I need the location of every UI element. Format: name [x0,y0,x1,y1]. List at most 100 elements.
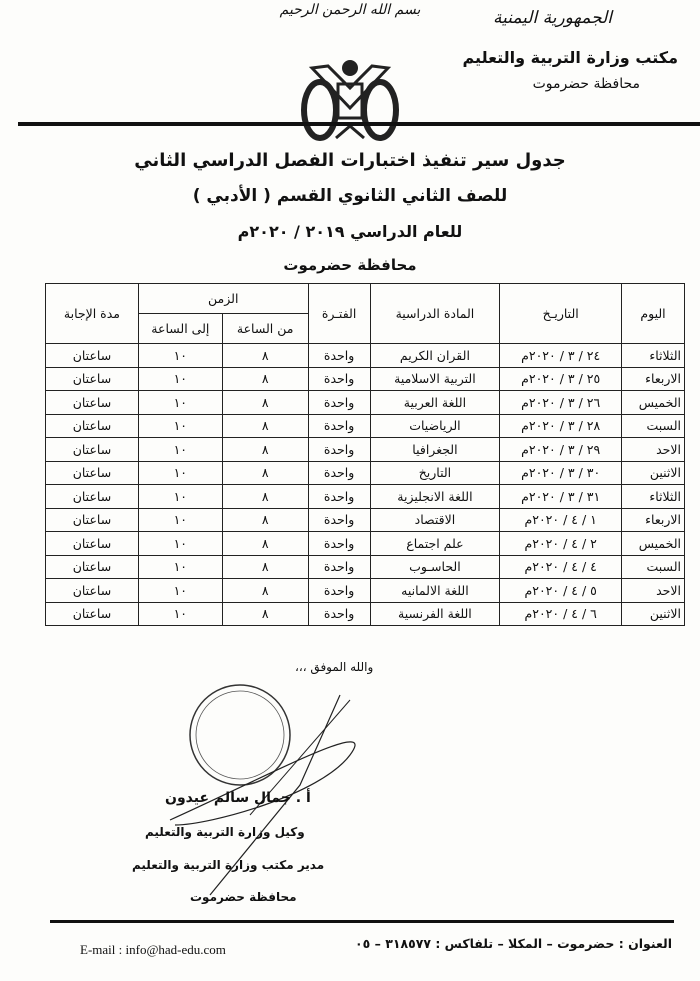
cell-subject: الجغرافيا [369,437,501,462]
cell-to: ١٠ [137,366,223,391]
document-subtitle-grade: للصف الثاني الثانوي القسم ( الأدبي ) [192,186,508,206]
cell-subject: القران الكريم [369,343,501,368]
cell-to: ١٠ [137,390,223,415]
cell-subject: اللغة الفرنسية [369,601,501,626]
header-duration: مدة الإجابة [45,283,139,344]
governorate-name: محافظة حضرموت [532,76,640,92]
table-row: الاربعاء ٢٥ / ٣ / ٢٠٢٠م التربية الاسلامية و… [45,366,685,391]
cell-duration: ساعتان [45,531,139,556]
cell-period: واحدة [307,484,371,509]
table-row: الثلاثاء ٣١ / ٣ / ٢٠٢٠م اللغة الانجليزية وا… [45,484,685,509]
cell-duration: ساعتان [45,343,139,368]
cell-day: الاحد [621,437,685,462]
cell-duration: ساعتان [45,366,139,391]
cell-to: ١٠ [137,484,223,509]
cell-duration: ساعتان [45,460,139,485]
cell-period: واحدة [307,343,371,368]
cell-duration: ساعتان [45,390,139,415]
cell-day: الاحد [621,578,685,603]
table-row: الاحد ٢٩ / ٣ / ٢٠٢٠م الجغرافيا واحدة ٨ ١٠ ساعت… [45,437,685,462]
cell-to: ١٠ [137,601,223,626]
cell-to: ١٠ [137,343,223,368]
basmala: بسم الله الرحمن الرحيم [279,2,421,18]
signatory-title-1: وكيل وزارة التربية والتعليم [145,825,305,839]
email-label: E-mail : [80,942,123,957]
cell-from: ٨ [221,460,309,485]
cell-from: ٨ [221,390,309,415]
cell-from: ٨ [221,343,309,368]
cell-date: ٤ / ٤ / ٢٠٢٠م [499,554,623,579]
cell-date: ٢٥ / ٣ / ٢٠٢٠م [499,366,623,391]
cell-to: ١٠ [137,460,223,485]
table-row: الاثنين ٦ / ٤ / ٢٠٢٠م اللغة الفرنسية واحدة ٨… [45,601,685,626]
cell-date: ٦ / ٤ / ٢٠٢٠م [499,601,623,626]
header-to: إلى الساعة [137,313,223,344]
cell-to: ١٠ [137,437,223,462]
cell-day: السبت [621,554,685,579]
cell-period: واحدة [307,390,371,415]
cell-period: واحدة [307,437,371,462]
cell-date: ٣١ / ٣ / ٢٠٢٠م [499,484,623,509]
header-divider [18,122,700,126]
table-row: الاحد ٥ / ٤ / ٢٠٢٠م اللغة الالمانيه واحدة ٨ ١… [45,578,685,603]
cell-from: ٨ [221,413,309,438]
cell-date: ٢ / ٤ / ٢٠٢٠م [499,531,623,556]
cell-date: ٢٨ / ٣ / ٢٠٢٠م [499,413,623,438]
republic-name: الجمهورية اليمنية [492,8,612,28]
cell-subject: اللغة الانجليزية [369,484,501,509]
footer-divider [50,920,674,923]
cell-duration: ساعتان [45,484,139,509]
header-period: الفتـرة [307,283,371,344]
cell-day: الاربعاء [621,366,685,391]
cell-date: ٣٠ / ٣ / ٢٠٢٠م [499,460,623,485]
cell-to: ١٠ [137,531,223,556]
cell-subject: التربية الاسلامية [369,366,501,391]
cell-date: ٢٦ / ٣ / ٢٠٢٠م [499,390,623,415]
cell-subject: اللغة العربية [369,390,501,415]
footer-email: E-mail : info@had-edu.com [80,942,226,958]
cell-period: واحدة [307,531,371,556]
header-from: من الساعة [221,313,309,344]
cell-duration: ساعتان [45,601,139,626]
closing-text: والله الموفق ،،، [295,660,374,674]
table-row: الثلاثاء ٢٤ / ٣ / ٢٠٢٠م القران الكريم واحدة… [45,343,685,368]
table-row: السبت ٢٨ / ٣ / ٢٠٢٠م الرياضيات واحدة ٨ ١٠ ساعت… [45,413,685,438]
cell-subject: التاريخ [369,460,501,485]
cell-period: واحدة [307,413,371,438]
cell-period: واحدة [307,601,371,626]
cell-period: واحدة [307,366,371,391]
signatory-name: أ . جمال سالم عيدون [165,790,311,806]
table-row: الخميس ٢ / ٤ / ٢٠٢٠م علم اجتماع واحدة ٨ ١٠ ساع… [45,531,685,556]
cell-subject: الاقتصاد [369,507,501,532]
cell-from: ٨ [221,366,309,391]
cell-date: ١ / ٤ / ٢٠٢٠م [499,507,623,532]
cell-from: ٨ [221,554,309,579]
cell-to: ١٠ [137,578,223,603]
header-day: اليوم [621,283,685,344]
cell-from: ٨ [221,601,309,626]
exam-schedule-table: اليوم التاريـخ المادة الدراسية الفتـرة ا… [45,283,685,626]
cell-day: الخميس [621,531,685,556]
cell-period: واحدة [307,460,371,485]
cell-duration: ساعتان [45,413,139,438]
cell-from: ٨ [221,578,309,603]
cell-period: واحدة [307,554,371,579]
table-row: الخميس ٢٦ / ٣ / ٢٠٢٠م اللغة العربية واحدة ٨ ١… [45,390,685,415]
cell-from: ٨ [221,531,309,556]
cell-day: الاثنين [621,601,685,626]
document-title: جدول سير تنفيذ اختبارات الفصل الدراسي ال… [134,150,566,171]
cell-day: الاثنين [621,460,685,485]
header-subject: المادة الدراسية [369,283,501,344]
cell-day: الاربعاء [621,507,685,532]
table-row: الاثنين ٣٠ / ٣ / ٢٠٢٠م التاريخ واحدة ٨ ١٠ ساعت… [45,460,685,485]
table-row: السبت ٤ / ٤ / ٢٠٢٠م الحاسـوب واحدة ٨ ١٠ ساعتان [45,554,685,579]
cell-date: ٥ / ٤ / ٢٠٢٠م [499,578,623,603]
cell-day: السبت [621,413,685,438]
eagle-emblem-icon [301,60,399,141]
cell-day: الخميس [621,390,685,415]
cell-subject: الحاسـوب [369,554,501,579]
email-link[interactable]: info@had-edu.com [125,942,226,957]
cell-subject: علم اجتماع [369,531,501,556]
cell-period: واحدة [307,578,371,603]
cell-duration: ساعتان [45,507,139,532]
